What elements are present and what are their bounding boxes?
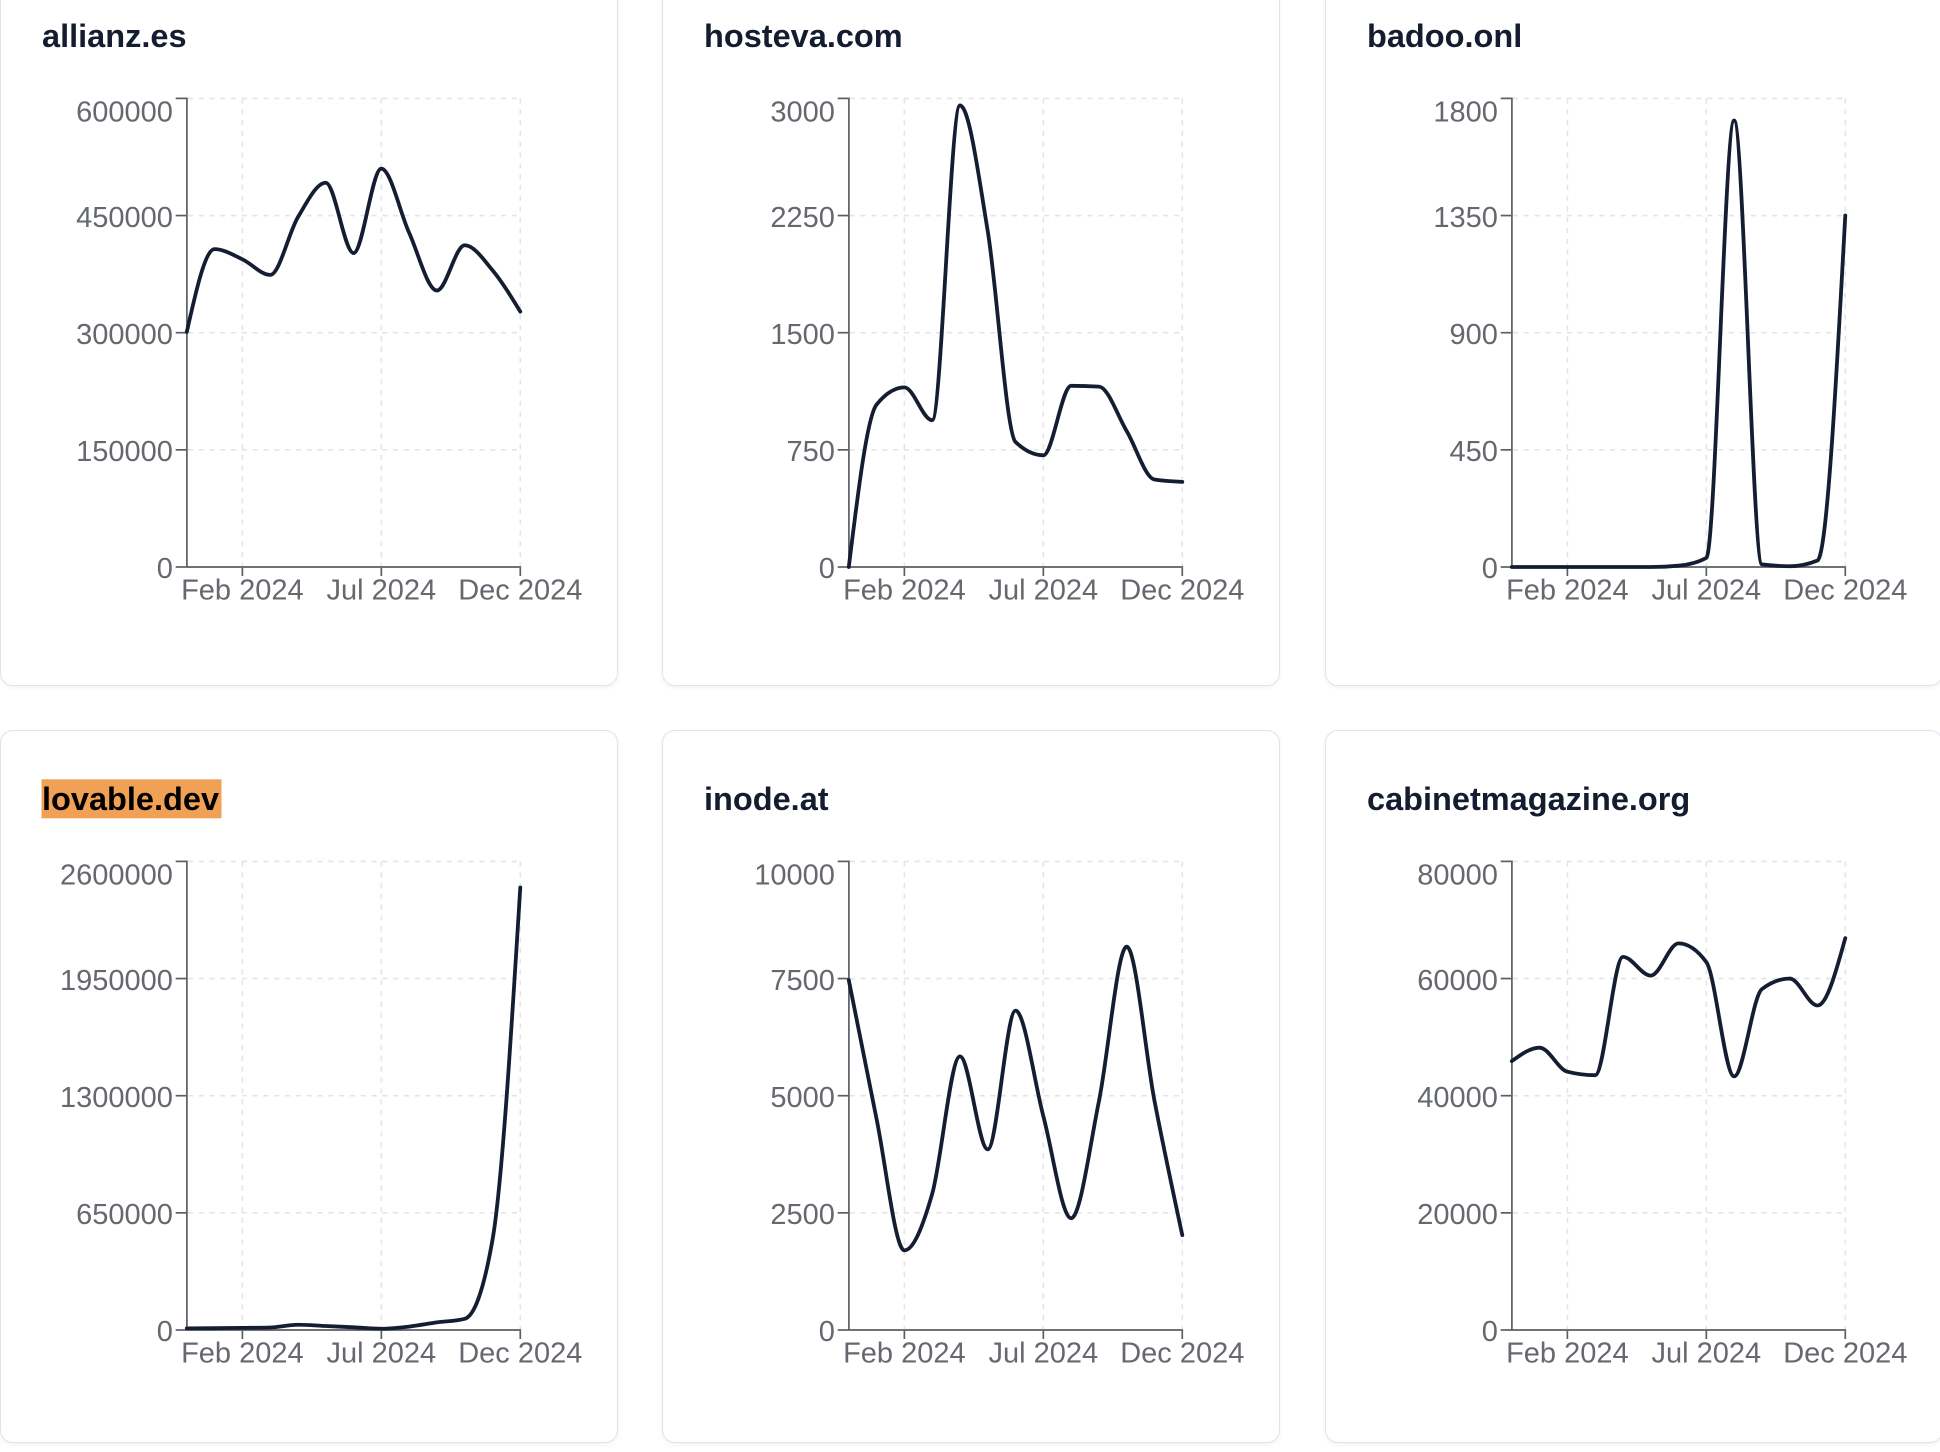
svg-text:600000: 600000 <box>76 96 173 128</box>
svg-text:7500: 7500 <box>770 964 835 996</box>
svg-text:Dec 2024: Dec 2024 <box>1120 1337 1244 1369</box>
svg-text:Feb 2024: Feb 2024 <box>1506 574 1629 606</box>
svg-text:Feb 2024: Feb 2024 <box>181 1337 304 1369</box>
svg-text:0: 0 <box>818 553 834 585</box>
svg-text:inode.at: inode.at <box>704 781 829 817</box>
svg-text:5000: 5000 <box>770 1081 835 1113</box>
svg-text:Dec 2024: Dec 2024 <box>1120 574 1244 606</box>
svg-text:cabinetmagazine.org: cabinetmagazine.org <box>1367 781 1690 817</box>
svg-text:Jul 2024: Jul 2024 <box>988 574 1098 606</box>
svg-text:1800: 1800 <box>1433 96 1498 128</box>
svg-text:Feb 2024: Feb 2024 <box>1506 1337 1629 1369</box>
svg-text:Dec 2024: Dec 2024 <box>1783 574 1907 606</box>
svg-text:1350: 1350 <box>1433 201 1498 233</box>
svg-text:60000: 60000 <box>1417 964 1498 996</box>
svg-text:1300000: 1300000 <box>59 1081 172 1113</box>
svg-text:Jul 2024: Jul 2024 <box>1651 1337 1761 1369</box>
svg-text:0: 0 <box>818 1316 834 1348</box>
svg-text:2250: 2250 <box>770 201 835 233</box>
svg-text:Dec 2024: Dec 2024 <box>1783 1337 1907 1369</box>
svg-text:lovable.dev: lovable.dev <box>42 781 219 817</box>
svg-text:3000: 3000 <box>770 96 835 128</box>
svg-text:2600000: 2600000 <box>59 859 172 891</box>
svg-text:hosteva.com: hosteva.com <box>704 18 903 54</box>
svg-text:1500: 1500 <box>770 318 835 350</box>
svg-text:Dec 2024: Dec 2024 <box>458 574 582 606</box>
svg-text:Feb 2024: Feb 2024 <box>843 1337 966 1369</box>
svg-text:0: 0 <box>156 1316 172 1348</box>
svg-text:badoo.onl: badoo.onl <box>1367 18 1522 54</box>
svg-text:Dec 2024: Dec 2024 <box>458 1337 582 1369</box>
svg-text:Jul 2024: Jul 2024 <box>1651 574 1761 606</box>
svg-text:Jul 2024: Jul 2024 <box>326 574 436 606</box>
svg-text:450: 450 <box>1449 436 1497 468</box>
svg-text:Jul 2024: Jul 2024 <box>326 1337 436 1369</box>
svg-text:80000: 80000 <box>1417 859 1498 891</box>
svg-text:150000: 150000 <box>76 436 173 468</box>
svg-text:0: 0 <box>1481 1316 1497 1348</box>
svg-text:Feb 2024: Feb 2024 <box>181 574 304 606</box>
svg-text:10000: 10000 <box>754 859 835 891</box>
svg-text:900: 900 <box>1449 318 1497 350</box>
svg-text:450000: 450000 <box>76 201 173 233</box>
svg-text:40000: 40000 <box>1417 1081 1498 1113</box>
svg-text:750: 750 <box>786 436 834 468</box>
svg-text:allianz.es: allianz.es <box>42 18 187 54</box>
svg-text:300000: 300000 <box>76 318 173 350</box>
svg-text:0: 0 <box>156 553 172 585</box>
svg-text:650000: 650000 <box>76 1199 173 1231</box>
svg-text:Feb 2024: Feb 2024 <box>843 574 966 606</box>
svg-text:1950000: 1950000 <box>59 964 172 996</box>
svg-text:2500: 2500 <box>770 1199 835 1231</box>
svg-text:Jul 2024: Jul 2024 <box>988 1337 1098 1369</box>
svg-text:20000: 20000 <box>1417 1199 1498 1231</box>
svg-text:0: 0 <box>1481 553 1497 585</box>
